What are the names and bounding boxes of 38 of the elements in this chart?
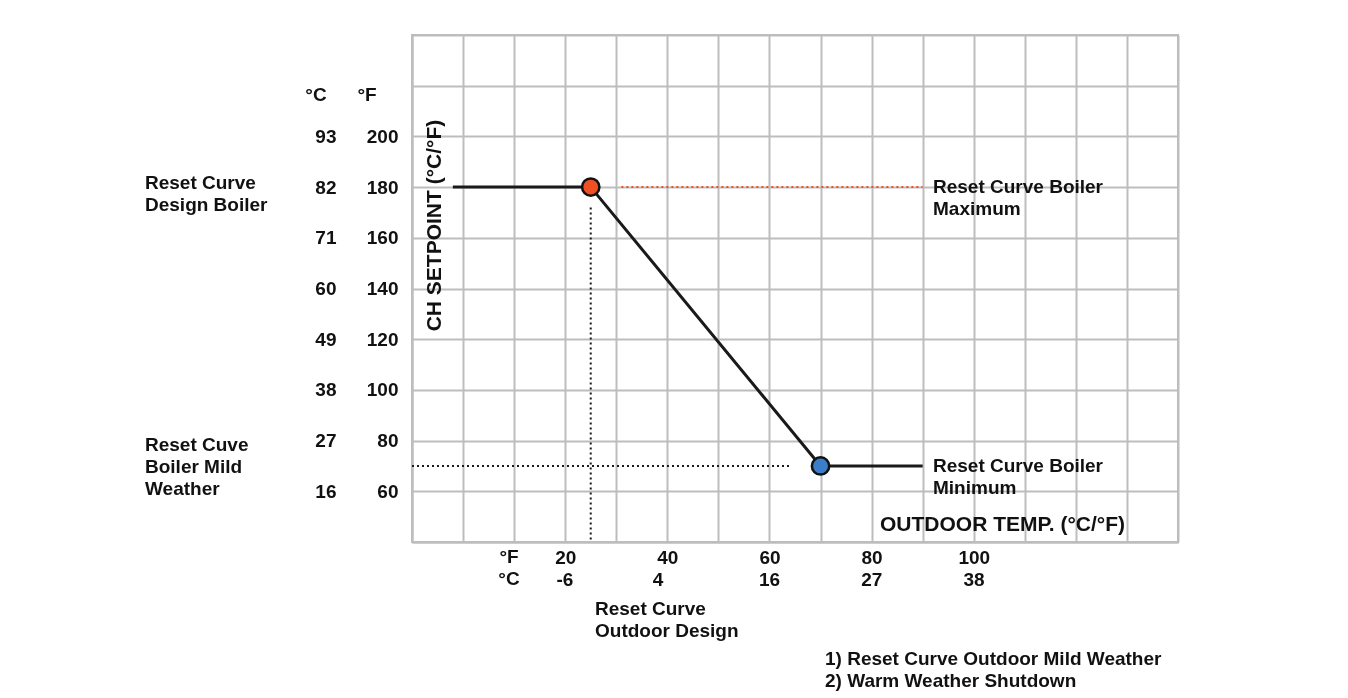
annotation: Reset Curve Boiler Maximum	[933, 176, 1104, 219]
x-tick-label: 20	[555, 546, 577, 568]
text: Reset Curve Design Boiler	[145, 172, 269, 215]
y-tick-label: 200	[366, 125, 399, 147]
y-tick-label: 80	[377, 430, 399, 452]
x2-tick-label: 16	[758, 568, 781, 590]
x-tick-label: 40	[657, 546, 679, 568]
x2-tick-label: 38	[963, 568, 985, 590]
y2-tick-label: 38	[315, 379, 337, 401]
x-tick-label: 100	[958, 546, 991, 568]
y2-tick-label: 16	[315, 480, 337, 502]
y2-tick-label: 27	[315, 430, 337, 452]
y-tick-label: 180	[366, 176, 399, 198]
text: Reset Cuve Boiler Mild Weather	[145, 434, 249, 499]
y2-tick-label: 60	[315, 278, 337, 299]
x2-tick-label: -6	[556, 568, 574, 590]
y-tick-label: 100	[366, 379, 399, 401]
text: °F	[357, 84, 377, 105]
y-axis-title: CH SETPOINT (°C/°F)	[421, 119, 445, 332]
y-tick-label: 160	[366, 227, 399, 249]
y-tick-label: 120	[366, 328, 399, 350]
text: °F	[499, 546, 519, 567]
x2-tick-label: 27	[861, 568, 883, 590]
x-tick-label: 80	[861, 546, 883, 568]
y2-tick-label: 82	[315, 176, 337, 198]
text: °C	[498, 568, 520, 589]
y-tick-label: 60	[377, 480, 399, 502]
annotation: Reset Curve Boiler Minimum	[933, 455, 1104, 498]
y2-tick-label: 71	[315, 227, 337, 249]
text: 1) Reset Curve Outdoor Mild Weather 2) Warm Weather Shutdown	[825, 648, 1163, 691]
text: °C	[305, 84, 327, 105]
x-axis-title: OUTDOOR TEMP. (°C/°F)	[879, 511, 1126, 535]
y-tick-label: 140	[366, 278, 399, 299]
x-tick-label: 60	[759, 546, 781, 568]
y2-tick-label: 49	[315, 328, 337, 350]
y2-tick-label: 93	[315, 125, 337, 147]
x2-tick-label: 4	[652, 568, 664, 590]
text: Reset Curve Outdoor Design	[595, 598, 739, 641]
